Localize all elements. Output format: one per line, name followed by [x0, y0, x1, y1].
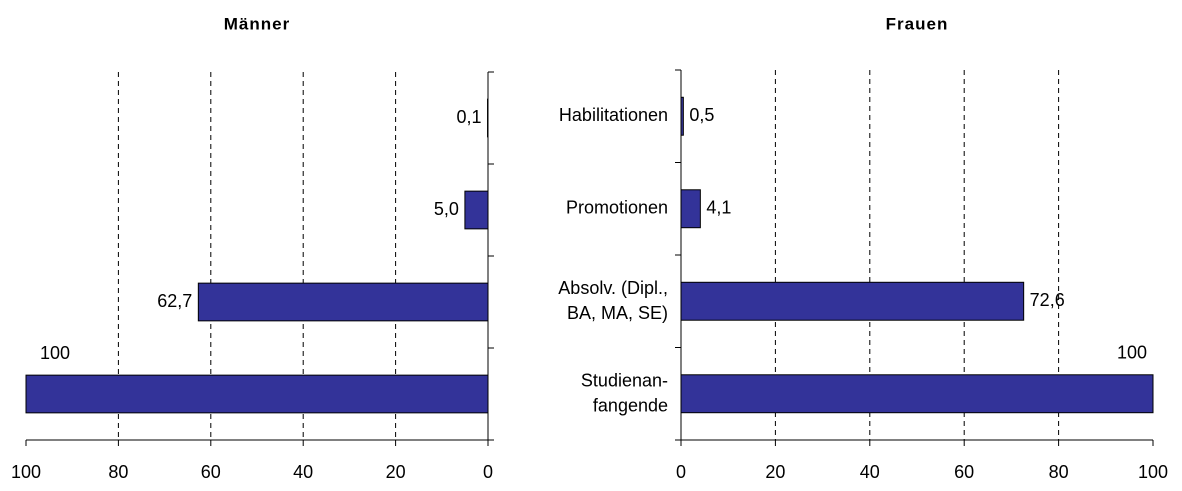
bar [464, 190, 489, 230]
x-tick-label: 80 [108, 462, 128, 482]
x-tick-label: 0 [676, 462, 686, 482]
bar [680, 189, 701, 229]
x-tick-label: 80 [1049, 462, 1069, 482]
category-label: Habilitationen [559, 105, 668, 125]
x-tick-label: 100 [11, 462, 41, 482]
bar [680, 96, 684, 136]
value-label: 62,7 [157, 291, 192, 311]
value-label: 0,5 [689, 105, 714, 125]
x-tick-label: 60 [201, 462, 221, 482]
bar [197, 282, 489, 322]
value-label: 5,0 [434, 199, 459, 219]
category-label: Promotionen [566, 198, 668, 218]
value-label: 72,6 [1030, 290, 1065, 310]
chart-title: Männer [224, 14, 290, 33]
chart-title: Frauen [886, 14, 949, 33]
value-label: 100 [1117, 343, 1147, 363]
x-tick-label: 20 [386, 462, 406, 482]
category-label: Absolv. (Dipl., BA, MA, SE) [558, 278, 668, 323]
x-tick-label: 100 [1138, 462, 1168, 482]
bar [680, 281, 1025, 321]
value-label: 0,1 [457, 107, 482, 127]
x-tick-label: 0 [483, 462, 493, 482]
x-tick-label: 60 [954, 462, 974, 482]
value-label: 100 [40, 343, 70, 363]
x-tick-label: 40 [293, 462, 313, 482]
value-label: 4,1 [706, 198, 731, 218]
x-tick-label: 40 [860, 462, 880, 482]
bar [25, 374, 489, 414]
category-label: Studienan-fangende [581, 370, 668, 415]
bar [680, 374, 1154, 414]
x-tick-label: 20 [765, 462, 785, 482]
